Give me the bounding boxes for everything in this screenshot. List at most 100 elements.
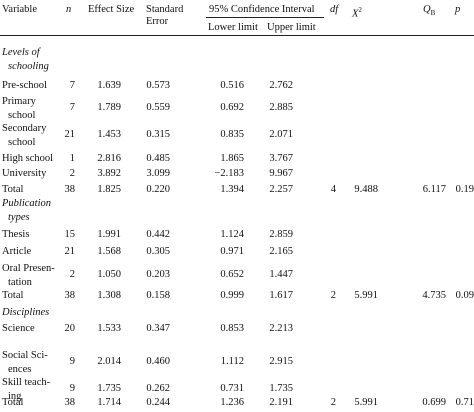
row-label: Science <box>2 323 35 334</box>
cell-effect-size: 1.453 <box>97 129 121 140</box>
cell-effect-size: 1.714 <box>97 397 121 408</box>
cell-upper-limit: 1.735 <box>269 383 293 394</box>
row-label: school <box>8 110 36 121</box>
section-heading: Disciplines <box>2 307 50 318</box>
row-label: ing <box>8 391 22 402</box>
cell-p: 0.19 <box>455 184 474 195</box>
cell-standard-error: 0.305 <box>146 246 170 257</box>
cell-standard-error: 0.347 <box>146 323 170 334</box>
q-symbol: Q <box>423 4 431 15</box>
cell-lower-limit: 1.865 <box>220 153 244 164</box>
cell-p: 0.71 <box>455 397 474 408</box>
row-label: tation <box>8 277 32 288</box>
total-label: Total <box>2 290 24 301</box>
row-label: school <box>8 137 36 148</box>
cell-upper-limit: 2.191 <box>269 397 293 408</box>
cell-upper-limit: 1.447 <box>269 269 293 280</box>
header-df: df <box>330 4 339 15</box>
row-label: ences <box>8 364 32 375</box>
cell-effect-size: 1.991 <box>97 229 121 240</box>
header-variable: Variable <box>2 4 37 15</box>
cell-standard-error: 3.099 <box>146 168 170 179</box>
section-heading: schooling <box>8 61 49 72</box>
cell-chi-square: 5.991 <box>354 397 378 408</box>
header-effect-size: Effect Size <box>88 4 135 15</box>
cell-effect-size: 2.816 <box>97 153 121 164</box>
cell-upper-limit: 1.617 <box>269 290 293 301</box>
cell-standard-error: 0.220 <box>146 184 170 195</box>
section-heading: Levels of <box>2 47 40 58</box>
cell-lower-limit: 0.971 <box>220 246 244 257</box>
cell-lower-limit: 1.236 <box>220 397 244 408</box>
cell-lower-limit: 1.112 <box>220 356 244 367</box>
cell-upper-limit: 2.885 <box>269 102 293 113</box>
row-label: University <box>2 168 47 179</box>
cell-upper-limit: 2.762 <box>269 80 293 91</box>
cell-q-between: 4.735 <box>422 290 446 301</box>
cell-lower-limit: 0.853 <box>220 323 244 334</box>
cell-upper-limit: 2.165 <box>269 246 293 257</box>
cell-q-between: 0.699 <box>422 397 446 408</box>
header-upper-limit: Upper limit <box>267 22 316 33</box>
cell-upper-limit: 2.213 <box>269 323 293 334</box>
header-confidence-interval: 95% Confidence Interval <box>209 4 315 15</box>
cell-standard-error: 0.460 <box>146 356 170 367</box>
cell-df: 2 <box>330 290 336 301</box>
cell-effect-size: 3.892 <box>97 168 121 179</box>
cell-effect-size: 1.050 <box>97 269 121 280</box>
cell-effect-size: 1.308 <box>97 290 121 301</box>
cell-n: 38 <box>64 397 76 408</box>
cell-n: 2 <box>69 269 75 280</box>
cell-n: 15 <box>64 229 76 240</box>
row-label: Social Sci- <box>2 350 48 361</box>
header-standard-error-line2: Error <box>146 16 169 27</box>
cell-lower-limit: 0.999 <box>220 290 244 301</box>
cell-standard-error: 0.244 <box>146 397 170 408</box>
cell-lower-limit: 0.835 <box>220 129 244 140</box>
cell-n: 2 <box>69 168 75 179</box>
cell-upper-limit: 2.915 <box>269 356 293 367</box>
row-label: Article <box>2 246 32 257</box>
cell-effect-size: 1.533 <box>97 323 121 334</box>
cell-n: 7 <box>69 80 75 91</box>
cell-q-between: 6.117 <box>422 184 446 195</box>
row-label: High school <box>2 153 54 164</box>
cell-df: 2 <box>330 397 336 408</box>
cell-n: 38 <box>64 184 76 195</box>
header-chi-square: X2 <box>352 4 362 21</box>
cell-lower-limit: 0.731 <box>220 383 244 394</box>
cell-lower-limit: 1.124 <box>220 229 244 240</box>
cell-n: 9 <box>69 356 75 367</box>
cell-lower-limit: 0.692 <box>220 102 244 113</box>
cell-effect-size: 2.014 <box>97 356 121 367</box>
cell-effect-size: 1.568 <box>97 246 121 257</box>
row-label: Oral Presen- <box>2 263 55 274</box>
total-label: Total <box>2 397 24 408</box>
cell-upper-limit: 2.257 <box>269 184 293 195</box>
chi-square-superscript: 2 <box>358 6 362 14</box>
row-label: Thesis <box>2 229 30 240</box>
cell-effect-size: 1.789 <box>97 102 121 113</box>
chi-square-symbol: X <box>352 8 359 20</box>
header-standard-error-line1: Standard <box>146 4 184 15</box>
cell-effect-size: 1.639 <box>97 80 121 91</box>
section-heading: Publication <box>2 198 51 209</box>
row-label: Skill teach- <box>2 377 51 388</box>
cell-n: 9 <box>69 383 75 394</box>
header-n: n <box>66 4 72 15</box>
cell-upper-limit: 2.071 <box>269 129 293 140</box>
cell-standard-error: 0.559 <box>146 102 170 113</box>
cell-upper-limit: 2.859 <box>269 229 293 240</box>
cell-chi-square: 9.488 <box>354 184 378 195</box>
row-label: Pre-school <box>2 80 47 91</box>
cell-standard-error: 0.158 <box>146 290 170 301</box>
row-label: Primary <box>2 96 36 107</box>
cell-standard-error: 0.262 <box>146 383 170 394</box>
cell-standard-error: 0.442 <box>146 229 170 240</box>
cell-lower-limit: 1.394 <box>220 184 244 195</box>
cell-lower-limit: −2.183 <box>214 168 244 179</box>
ci-group-rule <box>206 17 324 18</box>
cell-n: 21 <box>64 246 76 257</box>
